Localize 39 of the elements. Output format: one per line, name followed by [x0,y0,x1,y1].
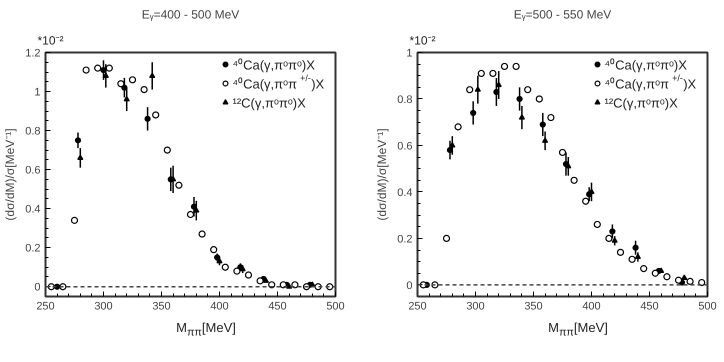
x-tick-label: 500 [698,300,717,312]
x-tick-label: 450 [640,300,659,312]
legend-label: ⁴⁰Ca(γ,πᵒπᵒ)X [232,58,316,72]
y-tick-label: 0 [34,282,41,294]
x-tick-label: 350 [524,300,543,312]
chart-title: Eᵧ=500 - 550 MeV [514,8,612,22]
x-tick-label: 300 [94,300,113,312]
y-axis-title: (dσ/dM)/σ[MeV⁻¹] [375,128,390,221]
y-axis-title: (dσ/dM)/σ[MeV⁻¹] [3,128,18,221]
x-tick-label: 350 [152,300,171,312]
x-tick-label: 450 [268,300,287,312]
x-axis-title: M$_{ππ}$[MeV] [176,320,236,340]
y-tick-label: 0.4 [25,204,41,216]
text: *10⁻² [410,34,436,48]
y-tick-label: 0.8 [25,126,41,138]
y-tick-label: 0.2 [25,242,41,255]
y-tick-label: 1.2 [25,48,41,60]
x-axis-title: M$_{ππ}$[MeV] [548,320,608,340]
y-tick-label: 0 [406,280,413,292]
y-tick-label: 0.6 [397,140,413,152]
legend-label: ⁴⁰Ca(γ,πᵒπ+/-)X [232,73,325,92]
x-tick-label: 250 [408,300,427,312]
x-tick-label: 250 [36,300,55,312]
x-tick-label: 400 [210,300,229,312]
legend-label: ¹²C(γ,πᵒπᵒ)X [604,96,678,110]
y-tick-label: 0.4 [397,186,413,199]
y-tick-label: 0.6 [25,164,41,177]
legend-label: ⁴⁰Ca(γ,πᵒπᵒ)X [604,58,688,72]
y-tick-label: 0.8 [397,94,413,106]
y-tick-label: 1 [34,86,41,99]
chart-title: Eᵧ=400 - 500 MeV [142,8,240,22]
x-tick-label: 300 [466,300,485,312]
legend-label: ⁴⁰Ca(γ,πᵒπ+/-)X [604,73,697,92]
x-tick-label: 400 [582,300,601,312]
text: *10⁻² [38,34,64,48]
y-tick-label: 1 [406,48,413,60]
x-tick-label: 500 [326,300,345,312]
y-tick-label: 0.2 [397,233,413,246]
legend-label: ¹²C(γ,πᵒπᵒ)X [232,96,306,110]
